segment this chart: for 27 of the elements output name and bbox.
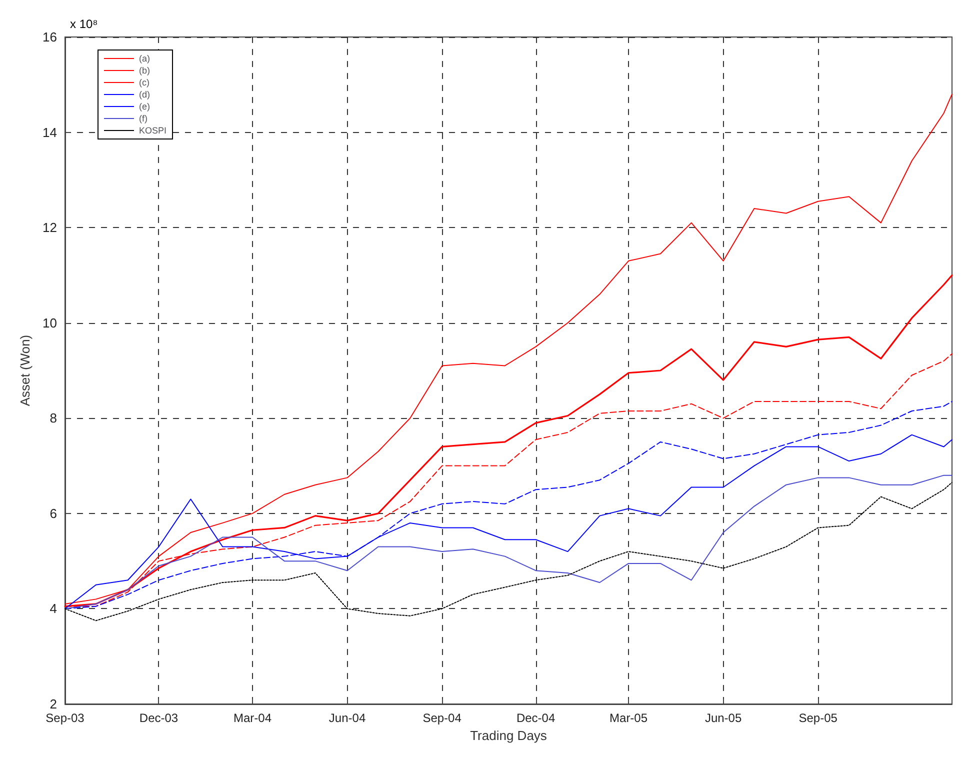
x-tick-label: Sep-05 xyxy=(798,711,838,725)
x-tick-label: Mar-04 xyxy=(233,711,272,725)
y-tick-label: 2 xyxy=(50,696,57,712)
y-axis-title: Asset (Won) xyxy=(18,334,33,406)
x-tick-label: Jun-05 xyxy=(704,711,742,725)
y-tick-label: 8 xyxy=(50,410,57,426)
legend-label: (b) xyxy=(139,66,150,76)
x-tick-label: Mar-05 xyxy=(610,711,648,725)
legend-label: (e) xyxy=(139,102,150,112)
legend-label: KOSPI xyxy=(139,126,167,136)
text: x 10⁸ xyxy=(70,17,98,31)
y-tick-label: 4 xyxy=(50,601,57,616)
legend-label: (d) xyxy=(139,90,150,100)
y-tick-label: 16 xyxy=(42,30,57,44)
y-tick-label: 10 xyxy=(42,315,57,330)
legend-label: (f) xyxy=(139,114,148,124)
x-axis-title: Trading Days xyxy=(470,728,548,743)
y-tick-label: 14 xyxy=(42,124,57,140)
x-tick-label: Jun-04 xyxy=(328,711,366,725)
x-tick-label: Sep-04 xyxy=(422,711,462,725)
y-tick-label: 12 xyxy=(42,220,57,236)
x-tick-label: Dec-03 xyxy=(139,711,178,725)
y-tick-label: 6 xyxy=(50,506,57,521)
legend-label: (a) xyxy=(139,54,150,64)
legend-label: (c) xyxy=(139,78,150,88)
x-tick-label: Dec-04 xyxy=(516,711,556,725)
x-tick-label: Sep-03 xyxy=(46,711,85,725)
